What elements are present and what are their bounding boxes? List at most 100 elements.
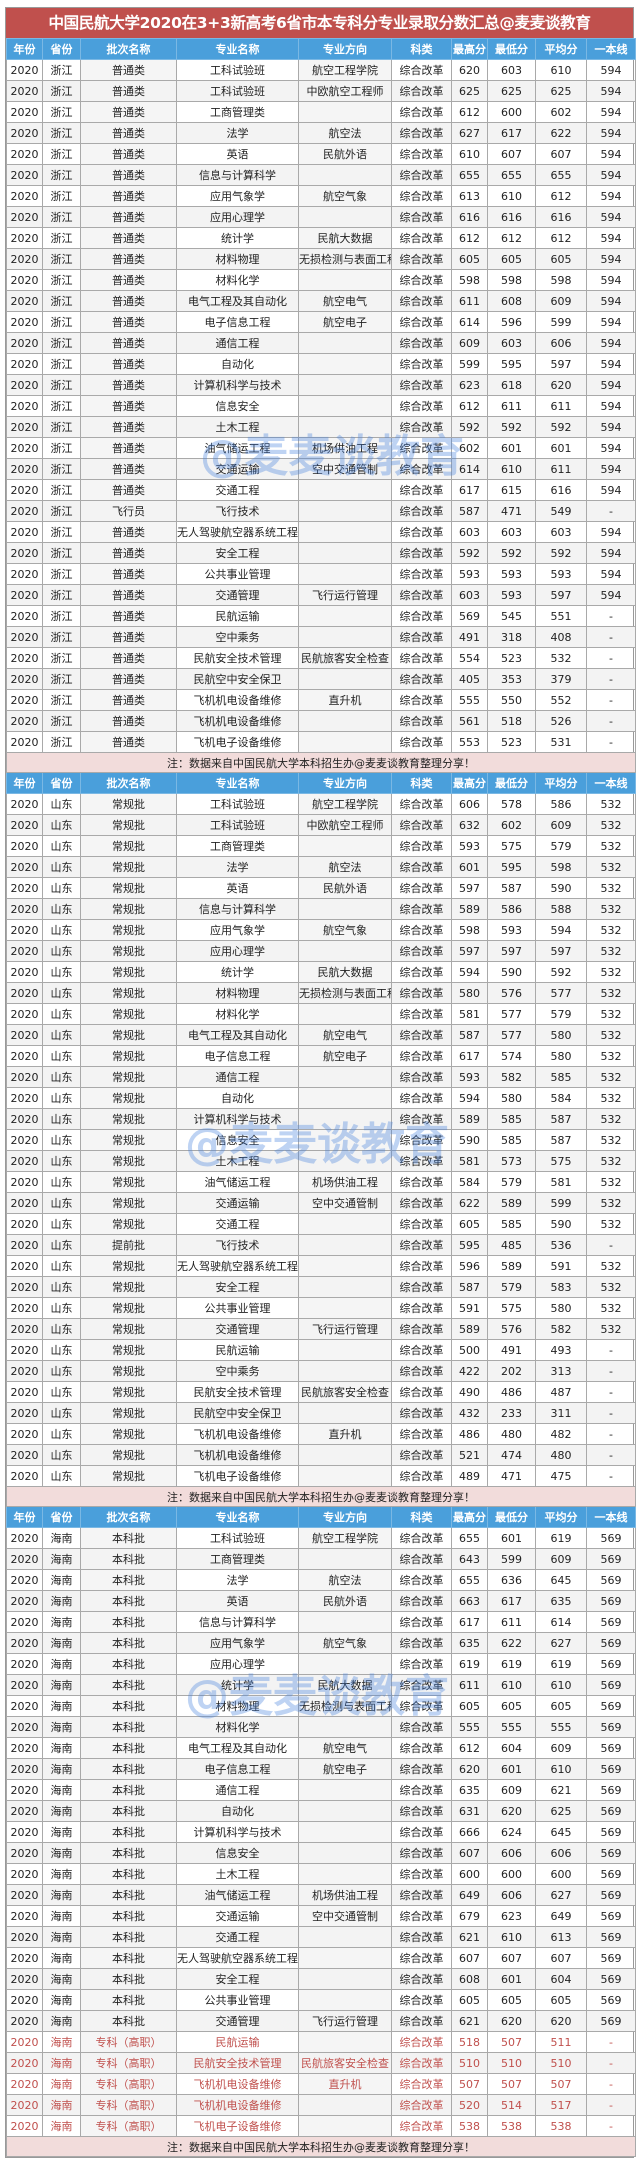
cell-batch: 普通类 — [80, 332, 177, 354]
cell-subject: 综合改革 — [391, 1779, 452, 1801]
table-row: 2020 浙江 普通类 交通运输 空中交通管制 综合改革 614 610 611 594 — [6, 458, 636, 480]
cell-province: 山东 — [42, 1318, 81, 1340]
cell-first-tier-line: 594 — [586, 395, 636, 417]
table-row: 2020 山东 常规批 飞机机电设备维修 直升机 综合改革 486 480 482- — [6, 1423, 636, 1445]
cell-max-score: 607 — [451, 1842, 488, 1864]
cell-major: 工科试验班 — [176, 80, 299, 102]
cell-year: 2020 — [6, 1611, 43, 1633]
table-row: 2020 山东 常规批 油气储运工程 机场供油工程 综合改革 584 579 581 532 — [6, 1171, 636, 1193]
cell-province: 山东 — [42, 1192, 81, 1214]
cell-min-score: 545 — [487, 605, 536, 627]
cell-max-score: 608 — [451, 1968, 488, 1990]
table-row: 2020 山东 常规批 应用心理学 综合改革 597 597 597 532 — [6, 940, 636, 962]
cell-min-score: 485 — [487, 1234, 536, 1256]
cell-direction — [298, 1402, 392, 1424]
cell-min-score: 471 — [487, 1465, 536, 1487]
cell-year: 2020 — [6, 374, 43, 396]
cell-province: 山东 — [42, 877, 81, 899]
cell-batch: 本科批 — [80, 1737, 177, 1759]
column-header-batch: 批次名称 — [80, 38, 177, 60]
cell-year: 2020 — [6, 437, 43, 459]
cell-max-score: 486 — [451, 1423, 488, 1445]
cell-min-score: 607 — [487, 143, 536, 165]
cell-first-tier-line: - — [586, 1234, 636, 1256]
cell-major: 自动化 — [176, 353, 299, 375]
cell-province: 浙江 — [42, 122, 81, 144]
column-header-max-score: 最高分 — [451, 772, 488, 794]
cell-avg-score: 645 — [535, 1821, 587, 1843]
cell-avg-score: 580 — [535, 1045, 587, 1067]
cell-avg-score: 592 — [535, 542, 587, 564]
cell-max-score: 612 — [451, 227, 488, 249]
cell-province: 浙江 — [42, 164, 81, 186]
table-row: 2020 海南 本科批 材料化学 综合改革 555 555 555 569 — [6, 1716, 636, 1738]
table-row: 2020 海南 本科批 交通工程 综合改革 621 610 613 569 — [6, 1926, 636, 1948]
cell-avg-score: 590 — [535, 877, 587, 899]
table-row: 2020 浙江 普通类 计算机科学与技术 综合改革 623 618 620 594 — [6, 374, 636, 396]
cell-province: 浙江 — [42, 353, 81, 375]
cell-direction: 航空法 — [298, 122, 392, 144]
cell-first-tier-line: 569 — [586, 1863, 636, 1885]
cell-province: 山东 — [42, 1150, 81, 1172]
cell-major: 飞机机电设备维修 — [176, 1444, 299, 1466]
cell-avg-score: 609 — [535, 814, 587, 836]
cell-province: 山东 — [42, 1360, 81, 1382]
cell-max-score: 598 — [451, 919, 488, 941]
table-row: 2020 浙江 普通类 飞机机电设备维修 综合改革 561 518 526- — [6, 710, 636, 732]
cell-min-score: 600 — [487, 1863, 536, 1885]
cell-min-score: 318 — [487, 626, 536, 648]
cell-max-score: 592 — [451, 416, 488, 438]
cell-first-tier-line: - — [586, 1339, 636, 1361]
table-row: 2020 浙江 普通类 通信工程 综合改革 609 603 606 594 — [6, 332, 636, 354]
cell-province: 浙江 — [42, 563, 81, 585]
cell-max-score: 405 — [451, 668, 488, 690]
cell-direction: 航空工程学院 — [298, 1527, 392, 1549]
cell-major: 电气工程及其自动化 — [176, 1737, 299, 1759]
cell-major: 法学 — [176, 1569, 299, 1591]
table-row: 2020 山东 常规批 工科试验班 航空工程学院 综合改革 606 578 586 532 — [6, 793, 636, 815]
cell-direction: 空中交通管制 — [298, 1192, 392, 1214]
cell-year: 2020 — [6, 206, 43, 228]
cell-max-score: 603 — [451, 521, 488, 543]
cell-min-score: 618 — [487, 374, 536, 396]
cell-province: 浙江 — [42, 416, 81, 438]
cell-subject: 综合改革 — [391, 1192, 452, 1214]
cell-first-tier-line: 594 — [586, 227, 636, 249]
cell-max-score: 606 — [451, 793, 488, 815]
table-row: 2020 山东 常规批 自动化 综合改革 594 580 584 532 — [6, 1087, 636, 1109]
cell-max-score: 598 — [451, 269, 488, 291]
cell-major: 飞机电子设备维修 — [176, 2115, 299, 2137]
cell-major: 自动化 — [176, 1800, 299, 1822]
cell-province: 海南 — [42, 2073, 81, 2095]
cell-avg-score: 588 — [535, 898, 587, 920]
cell-min-score: 617 — [487, 122, 536, 144]
cell-province: 山东 — [42, 1255, 81, 1277]
cell-year: 2020 — [6, 458, 43, 480]
cell-direction — [298, 1968, 392, 1990]
cell-min-score: 585 — [487, 1129, 536, 1151]
cell-province: 山东 — [42, 898, 81, 920]
cell-batch: 常规批 — [80, 1360, 177, 1382]
cell-subject: 综合改革 — [391, 689, 452, 711]
cell-min-score: 589 — [487, 1192, 536, 1214]
cell-major: 信息与计算科学 — [176, 1611, 299, 1633]
cell-batch: 普通类 — [80, 353, 177, 375]
cell-major: 油气储运工程 — [176, 437, 299, 459]
cell-direction: 民航旅客安全检查 — [298, 2052, 392, 2074]
cell-avg-score: 587 — [535, 1108, 587, 1130]
cell-avg-score: 538 — [535, 2115, 587, 2137]
cell-avg-score: 551 — [535, 605, 587, 627]
cell-min-score: 523 — [487, 731, 536, 753]
cell-batch: 本科批 — [80, 1926, 177, 1948]
cell-province: 海南 — [42, 2010, 81, 2032]
column-header-first-tier-line: 一本线 — [586, 772, 636, 794]
cell-direction — [298, 395, 392, 417]
cell-min-score: 538 — [487, 2115, 536, 2137]
cell-first-tier-line: 569 — [586, 1716, 636, 1738]
cell-direction — [298, 101, 392, 123]
cell-year: 2020 — [6, 1905, 43, 1927]
cell-avg-score: 592 — [535, 961, 587, 983]
table-row: 2020 海南 本科批 土木工程 综合改革 600 600 600 569 — [6, 1863, 636, 1885]
cell-direction — [298, 1611, 392, 1633]
cell-direction — [298, 2031, 392, 2053]
